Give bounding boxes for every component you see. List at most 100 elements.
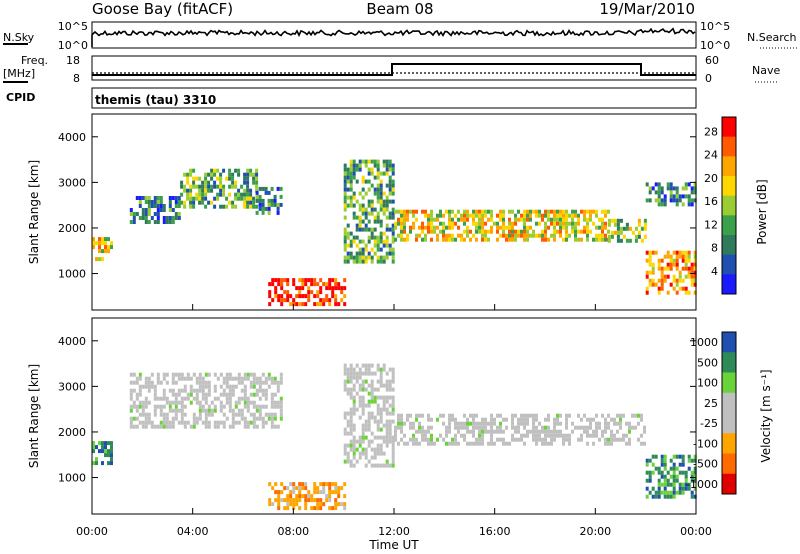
- velocity-cell: [183, 404, 187, 409]
- power-cell: [648, 198, 652, 203]
- velocity-cell: [556, 413, 559, 418]
- velocity-cell: [607, 413, 610, 418]
- velocity-cell: [225, 400, 229, 405]
- velocity-cell: [349, 371, 353, 376]
- power-cell: [388, 167, 392, 172]
- velocity-cell: [669, 458, 673, 463]
- velocity-cell: [219, 384, 223, 389]
- velocity-cell: [334, 486, 338, 491]
- velocity-cell: [601, 413, 604, 418]
- velocity-cell: [138, 392, 142, 397]
- velocity-cell: [216, 396, 220, 401]
- velocity-cell: [252, 376, 256, 381]
- velocity-cell: [565, 413, 568, 418]
- velocity-cell: [687, 454, 691, 459]
- power-cell: [535, 221, 538, 226]
- power-cell: [255, 210, 259, 215]
- velocity-cell: [195, 416, 199, 421]
- power-cell: [388, 227, 392, 232]
- power-cell: [385, 239, 389, 244]
- nsearch-label: N.Search: [747, 31, 797, 44]
- velocity-cell: [168, 388, 172, 393]
- velocity-cell: [672, 494, 676, 499]
- velocity-cell: [249, 372, 253, 377]
- velocity-cell: [204, 412, 208, 417]
- power-cell: [379, 223, 383, 228]
- power-cell: [693, 254, 697, 259]
- power-cell: [385, 223, 389, 228]
- power-cell: [565, 213, 568, 218]
- velocity-cell: [526, 429, 529, 434]
- velocity-cell: [107, 461, 110, 466]
- velocity-cell: [237, 380, 241, 385]
- power-cell: [553, 225, 556, 230]
- power-cell: [565, 233, 568, 238]
- power-cell: [607, 218, 611, 223]
- power-cell: [376, 183, 380, 188]
- velocity-cell: [246, 408, 250, 413]
- velocity-cell: [276, 388, 280, 393]
- power-cell: [529, 233, 532, 238]
- velocity-cell: [192, 420, 196, 425]
- power-cell: [457, 209, 460, 214]
- velocity-cell: [496, 425, 499, 430]
- velocity-cell: [514, 437, 517, 442]
- power-cell: [526, 233, 529, 238]
- nave-tick-high: 60: [705, 54, 719, 67]
- velocity-cell: [364, 363, 368, 368]
- velocity-cell: [547, 417, 550, 422]
- velocity-cell: [280, 490, 284, 495]
- power-cell: [286, 298, 290, 303]
- power-cell: [529, 217, 532, 222]
- velocity-cell: [346, 367, 350, 372]
- power-cell: [376, 187, 380, 192]
- power-cell: [210, 176, 214, 181]
- velocity-cell: [180, 400, 184, 405]
- power-cell: [430, 217, 433, 222]
- velocity-cell: [183, 424, 187, 429]
- power-cell: [237, 192, 241, 197]
- velocity-cell: [544, 425, 547, 430]
- velocity-colorbar-swatch: [722, 413, 736, 434]
- velocity-cell: [110, 445, 113, 450]
- power-cell: [388, 187, 392, 192]
- power-cell: [478, 225, 481, 230]
- power-cell: [325, 286, 329, 291]
- power-cell: [310, 290, 314, 295]
- velocity-cell: [153, 384, 157, 389]
- power-cell: [159, 196, 163, 200]
- power-colorbar-tick: 4: [711, 265, 718, 278]
- power-cell: [598, 225, 601, 230]
- power-cell: [370, 171, 374, 176]
- power-cell: [454, 213, 457, 218]
- velocity-cell: [231, 384, 235, 389]
- power-cell: [666, 274, 670, 279]
- velocity-cell: [156, 380, 160, 385]
- velocity-cell: [403, 433, 406, 438]
- power-cell: [192, 176, 196, 181]
- velocity-cell: [310, 494, 314, 499]
- power-cell: [616, 238, 620, 243]
- power-cell: [144, 212, 148, 216]
- power-cell: [234, 192, 238, 197]
- velocity-cell: [147, 384, 151, 389]
- velocity-colorbar-tick: 25: [704, 397, 718, 410]
- power-cell: [391, 235, 395, 240]
- velocity-cell: [616, 421, 619, 426]
- power-cell: [310, 282, 314, 287]
- power-cell: [177, 196, 181, 200]
- power-cell: [448, 209, 451, 214]
- power-cell: [261, 186, 265, 191]
- power-cell: [466, 213, 469, 218]
- velocity-cell: [367, 383, 371, 388]
- velocity-cell: [645, 458, 649, 463]
- velocity-cell: [343, 383, 347, 388]
- velocity-cell: [104, 449, 107, 454]
- power-cell: [454, 221, 457, 226]
- velocity-cell: [678, 486, 682, 491]
- power-cell: [352, 195, 356, 200]
- power-cell: [261, 202, 265, 207]
- velocity-cell: [651, 494, 655, 499]
- power-cell: [313, 278, 317, 283]
- velocity-cell: [660, 474, 664, 479]
